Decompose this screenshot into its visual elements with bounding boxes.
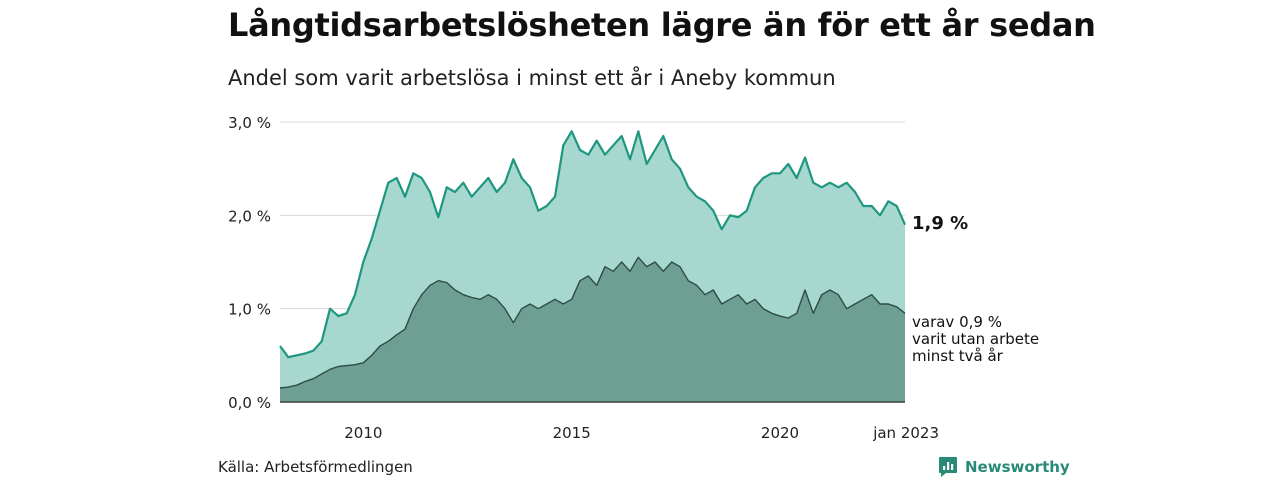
note-line-3: minst två år [912,347,1004,365]
x-tick-label: 2020 [761,424,799,442]
end-labels: 1,9 % varav 0,9 % varit utan arbete mins… [912,213,1039,365]
area-series [279,130,907,403]
source-note: Källa: Arbetsförmedlingen [218,458,413,476]
area-two-years-unemployed-fill [280,257,905,402]
area-chart: 0,0 % 1,0 % 2,0 % 3,0 % 2010 2015 2020 jan 2023… [228,114,1039,442]
note-line-2: varit utan arbete [912,330,1039,348]
y-tick-label: 3,0 % [228,114,271,132]
y-tick-label: 1,0 % [228,301,271,319]
x-tick-label: 2010 [344,424,382,442]
note-line-1: varav 0,9 % [912,313,1002,331]
chart-title: Långtidsarbetslösheten lägre än för ett … [228,6,1096,44]
chart-subtitle: Andel som varit arbetslösa i minst ett å… [228,66,836,90]
brand-logo: Newsworthy [938,456,1070,478]
area-long-term-unemployed-line [279,130,907,359]
y-tick-label: 2,0 % [228,207,271,225]
newsworthy-logo-icon [939,457,957,477]
axis-labels: 0,0 % 1,0 % 2,0 % 3,0 % 2010 2015 2020 jan 2023 [228,114,939,442]
x-tick-label: 2015 [553,424,591,442]
area-two-years-unemployed-line [279,256,906,389]
y-tick-label: 0,0 % [228,394,271,412]
end-value-label: 1,9 % [912,213,968,234]
brand-name: Newsworthy [965,458,1070,476]
x-tick-label: jan 2023 [872,424,939,442]
